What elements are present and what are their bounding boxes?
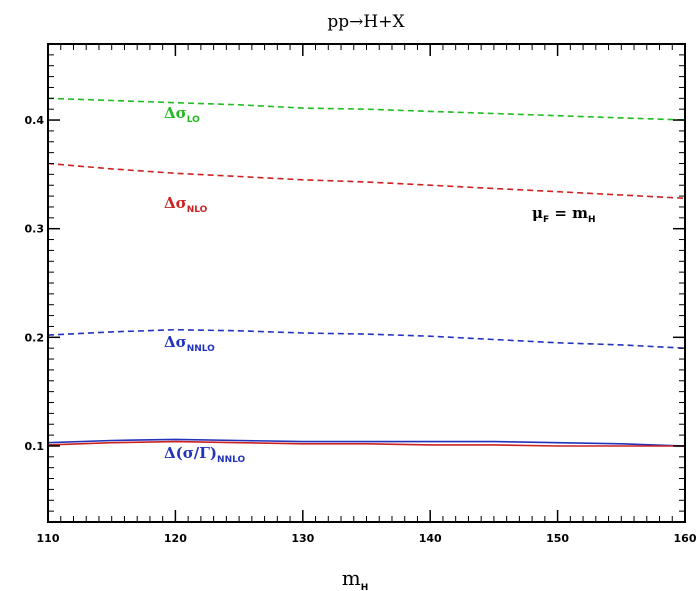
x-tick-label: 140 (419, 532, 442, 545)
y-tick-label: 0.3 (25, 223, 45, 236)
y-tick-label: 0.1 (25, 440, 45, 453)
series-label-main: Δσ (164, 333, 187, 351)
annotation-main: μ (532, 204, 543, 222)
series-line-4 (47, 440, 685, 447)
series-line-2 (47, 328, 686, 349)
x-tick-label: 150 (546, 532, 569, 545)
annotation-sub2: H (588, 215, 596, 225)
x-axis-label: mH (342, 566, 369, 591)
series-label-sub: LO (187, 115, 200, 125)
series-label-2: ΔσNNLO (164, 333, 215, 354)
series-label-sub: NNLO (217, 455, 245, 465)
series-label-1: ΔσNLO (164, 194, 208, 215)
series-layer (47, 97, 686, 447)
x-tick-label: 160 (674, 532, 697, 545)
series-label-main: Δ(σ/Γ) (164, 444, 217, 462)
series-label-main: Δσ (164, 194, 187, 212)
plot-frame (47, 43, 686, 523)
series-line-3 (47, 438, 686, 447)
y-tick-label: 0.4 (25, 114, 45, 127)
x-tick-label: 130 (291, 532, 314, 545)
x-tick-label: 110 (37, 532, 60, 545)
series-label-sub: NNLO (187, 344, 215, 354)
series-line-1 (47, 162, 686, 200)
annotation-rest: = m (549, 204, 588, 222)
series-label-main: Δσ (164, 104, 187, 122)
series-label-sub: NLO (187, 205, 208, 215)
series-line-0 (47, 97, 686, 121)
tick-layer: 110 120 130 140 150 160 0.1 0.2 0.3 0.4 (25, 44, 697, 545)
y-tick-label: 0.2 (25, 331, 45, 344)
chart-title: pp→H+X (327, 12, 405, 32)
x-tick-label: 120 (164, 532, 187, 545)
x-axis-label-sub: H (361, 583, 369, 591)
series-label-0: ΔσLO (164, 104, 200, 125)
annotation-sub: F (543, 215, 549, 225)
mu-f-annotation: μF = mH (532, 204, 596, 225)
x-axis-label-main: m (342, 566, 361, 590)
series-label-3: Δ(σ/Γ)NNLO (164, 444, 246, 465)
